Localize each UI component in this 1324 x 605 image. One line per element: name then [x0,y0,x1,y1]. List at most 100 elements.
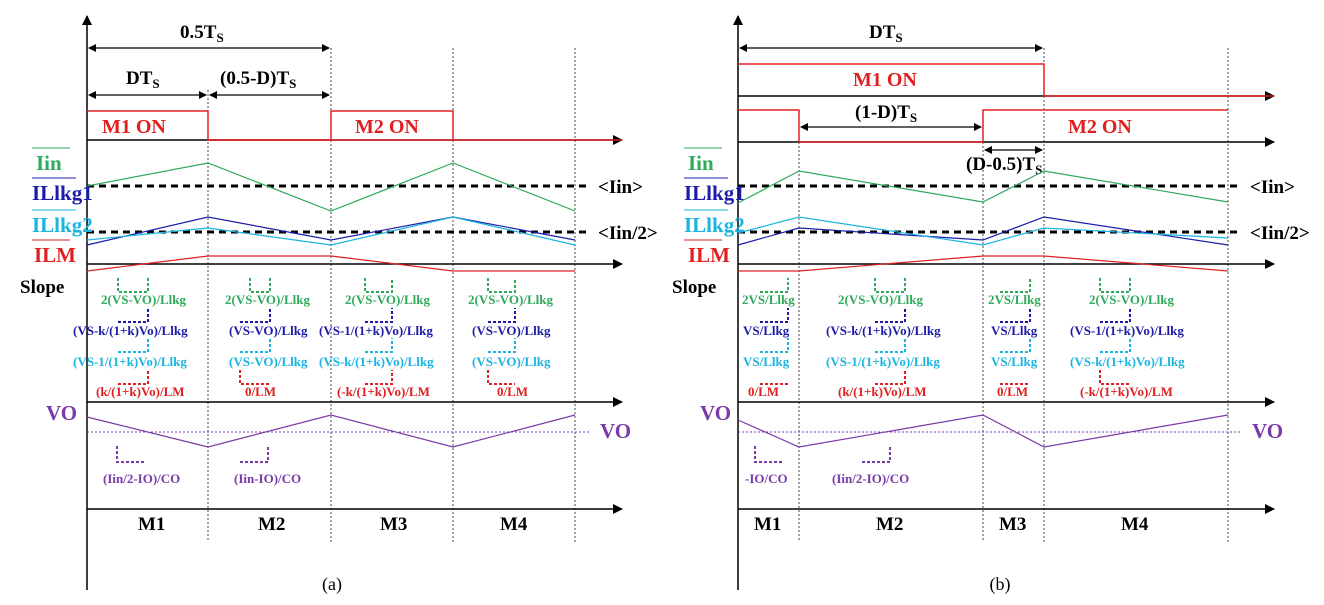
panel-a-iin-label: Iin [36,151,62,175]
panel-a-slope-labels: 2(VS-VO)/Llkg 2(VS-VO)/Llkg 2(VS-VO)/Llk… [73,292,553,399]
panel-a-cap-slope-1: (Iin/2-IO)/CO [103,471,180,486]
panel-b-slope-l1-m2: (VS-k/(1+k)Vo)/Llkg [826,323,941,338]
panel-b-vo-right-label: VO [1252,419,1283,443]
panel-b-d-label: DTS [869,22,903,45]
panel-a-slope-l2-m3: (VS-k/(1+k)Vo)/Llkg [319,354,434,369]
panel-b-m1-gate [738,63,1274,97]
panel-b-slope-iin-m2: 2(VS-VO)/Llkg [838,292,923,307]
panel-b-cap-marker-2 [862,446,891,463]
panel-a-cap-slope-2: (Iin-IO)/CO [234,471,301,486]
panel-b-illkg1-waveform [737,216,1229,246]
panel-a-ilm-waveform [86,255,575,272]
panel-a-slope-lm-m2: 0/LM [245,384,276,399]
panel-a-cap-marker-2 [240,446,269,463]
panel-a-illkg1-waveform [86,216,576,246]
panel-a-slope-lm-m3: (-k/(1+k)Vo)/LM [337,384,430,399]
panel-a-slope-markers [117,278,516,385]
panel-b-slope-markers [760,278,1131,385]
panel-a-illkg2-waveform [86,216,576,246]
panel-a-vo-label: VO [46,401,77,425]
panel-b-slope-l2-m4: (VS-k/(1+k)Vo)/Llkg [1070,354,1185,369]
panel-b-vo-label: VO [700,401,731,425]
panel-b-cap-marker-1 [754,446,782,463]
panel-a-slope-iin-m1: 2(VS-VO)/Llkg [101,292,186,307]
panel-a-slope-iin-m4: 2(VS-VO)/Llkg [468,292,553,307]
panel-a-m2-on-label: M2 ON [355,116,419,138]
panel-b-slope-labels: 2VS/Llkg 2(VS-VO)/Llkg 2VS/Llkg 2(VS-VO)… [742,292,1185,399]
panel-b-mode-m1: M1 [754,514,781,535]
panel-b-small-label: (D-0.5)TS [966,154,1042,177]
panel-a-slope-l1-m4: (VS-VO)/Llkg [472,323,551,338]
panel-a-mode-m4: M4 [500,514,528,535]
panel-b-mid-label: (1-D)TS [855,102,917,125]
panel-a-m2-gate [208,110,454,141]
panel-b-mode-m2: M2 [876,514,903,535]
panel-a-slope-label: Slope [20,277,64,298]
panel-b-mode-m4: M4 [1121,514,1149,535]
panel-a-slope-l2-m2: (VS-VO)/Llkg [229,354,308,369]
panel-b-iin-waveform [737,170,1229,204]
panel-a-slope-l2-m1: (VS-1/(1+k)Vo)/Llkg [73,354,187,369]
panel-b-illkg2-waveform [737,216,1229,246]
panel-a-illkg2-label: ILlkg2 [32,213,93,237]
panel-b-left-labels: Iin ILlkg1 ILlkg2 ILM Slope VO [672,147,745,425]
panel-a-mode-m1: M1 [138,514,165,535]
panel-b-caption: (b) [990,574,1011,595]
panel-a-slope-iin-m3: 2(VS-VO)/Llkg [345,292,430,307]
panel-b-slope-l2-m2: (VS-1/(1+k)Vo)/Llkg [826,354,940,369]
panel-a-slope-l1-m2: (VS-VO)/Llkg [229,323,308,338]
panel-a-avg-iin-label: <Iin> [598,177,643,198]
panel-b-vo-waveform [737,414,1229,448]
panel-b-m2-on-label: M2 ON [1068,116,1132,138]
panel-b-slope-l1-m1: VS/Llkg [743,323,790,338]
panel-b-iin-label: Iin [688,151,714,175]
panel-b-slope-lm-m3: 0/LM [997,384,1028,399]
panel-a-iin-waveform [86,162,576,212]
panel-a-avg-iin-half-label: <Iin/2> [598,223,658,244]
panel-a-cap-marker-1 [116,446,144,463]
panel-a-slope-l1-m3: (VS-1/(1+k)Vo)/Llkg [319,323,433,338]
panel-b-slope-iin-m4: 2(VS-VO)/Llkg [1089,292,1174,307]
panel-a-caption: (a) [322,574,342,595]
panel-b-slope-l1-m4: (VS-1/(1+k)Vo)/Llkg [1070,323,1184,338]
panel-b-cap-slope-1: -IO/CO [745,471,788,486]
panel-a-mid-label: (0.5-D)TS [220,68,296,91]
panel-b-time-dividers [798,48,1229,542]
panel-a-slope-l2-m4: (VS-VO)/Llkg [472,354,551,369]
panel-b-m2-gate [738,109,1228,143]
panel-b-slope-lm-m4: (-k/(1+k)Vo)/LM [1080,384,1173,399]
panel-b-illkg2-label: ILlkg2 [684,213,745,237]
panel-a-m1-on-label: M1 ON [102,116,166,138]
panel-b-slope-iin-m1: 2VS/Llkg [742,292,795,307]
panel-a-ilm-label: ILM [34,243,76,267]
panel-b-avg-iin-label: <Iin> [1250,177,1295,198]
panel-a-slope-l1-m1: (VS-k/(1+k)Vo)/Llkg [73,323,188,338]
panel-b-avg-iin-half-label: <Iin/2> [1250,223,1310,244]
panel-a-slope-lm-m4: 0/LM [497,384,528,399]
panel-b-slope-lm-m1: 0/LM [748,384,779,399]
panel-b-m1-on-label: M1 ON [853,69,917,91]
panel-b: DTS (1-D)TS (D-0.5)TS M1 ON M2 ON <Iin> … [733,15,1310,595]
panel-b-slope-iin-m3: 2VS/Llkg [988,292,1041,307]
panel-a-left-labels: Iin ILlkg1 ILlkg2 ILM Slope VO [20,147,93,425]
panel-a: 0.5TS DTS (0.5-D)TS M1 ON M2 ON <Iin> <I… [73,15,658,595]
panel-b-ilm-waveform [738,255,1229,272]
panel-b-slope-l1-m3: VS/Llkg [991,323,1038,338]
panel-b-slope-label: Slope [672,277,716,298]
panel-a-slope-iin-m2: 2(VS-VO)/Llkg [225,292,310,307]
panel-a-d-label: DTS [126,68,160,91]
panel-a-illkg1-label: ILlkg1 [32,181,93,205]
panel-a-vo-waveform [86,414,576,448]
panel-a-vo-right-label: VO [600,419,631,443]
panel-b-slope-lm-m2: (k/(1+k)Vo)/LM [838,384,927,399]
panel-b-illkg1-label: ILlkg1 [684,181,745,205]
panel-a-mode-m2: M2 [258,514,285,535]
panel-b-ilm-label: ILM [688,243,730,267]
panel-b-cap-slope-2: (Iin/2-IO)/CO [832,471,909,486]
panel-b-slope-l2-m1: VS/Llkg [743,354,790,369]
panel-a-slope-lm-m1: (k/(1+k)Vo)/LM [96,384,185,399]
panel-b-slope-l2-m3: VS/Llkg [991,354,1038,369]
panel-a-m1-gate [87,110,622,141]
panel-a-time-dividers [207,48,576,542]
